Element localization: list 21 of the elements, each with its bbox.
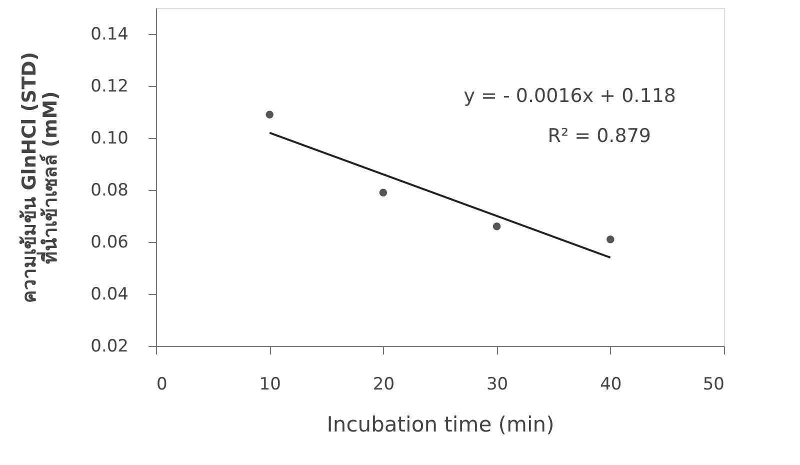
point [492,222,501,230]
point [606,236,614,244]
y-tick-label: 0.12 [90,76,128,96]
annotation: y = - 0.0016x + 0.118 [464,85,676,107]
y-tick-label: 0.06 [90,232,128,252]
annotation: R² = 0.879 [548,125,651,147]
x-tick-label: 20 [372,374,395,394]
x-tick-label: 40 [600,374,622,394]
x-axis-title: Incubation time (min) [326,412,554,436]
y-tick-label: 0.02 [90,336,128,356]
x-tick-label: 30 [486,374,508,394]
point [266,110,274,118]
x-tick-label: 50 [702,374,724,394]
point [379,188,388,196]
y-tick-label: 0.08 [90,180,128,200]
x-tick-label: 0 [156,374,168,394]
y-tick-label: 0.04 [90,284,128,304]
y-tick-label: 0.14 [90,24,128,44]
x-tick-label: 10 [259,374,281,394]
y-axis-title: ความเข้มข้น GlnHCl (STD) ที่นำเข้าเซลล์ (mM) [18,52,62,304]
y-tick-label: 0.10 [90,128,128,148]
